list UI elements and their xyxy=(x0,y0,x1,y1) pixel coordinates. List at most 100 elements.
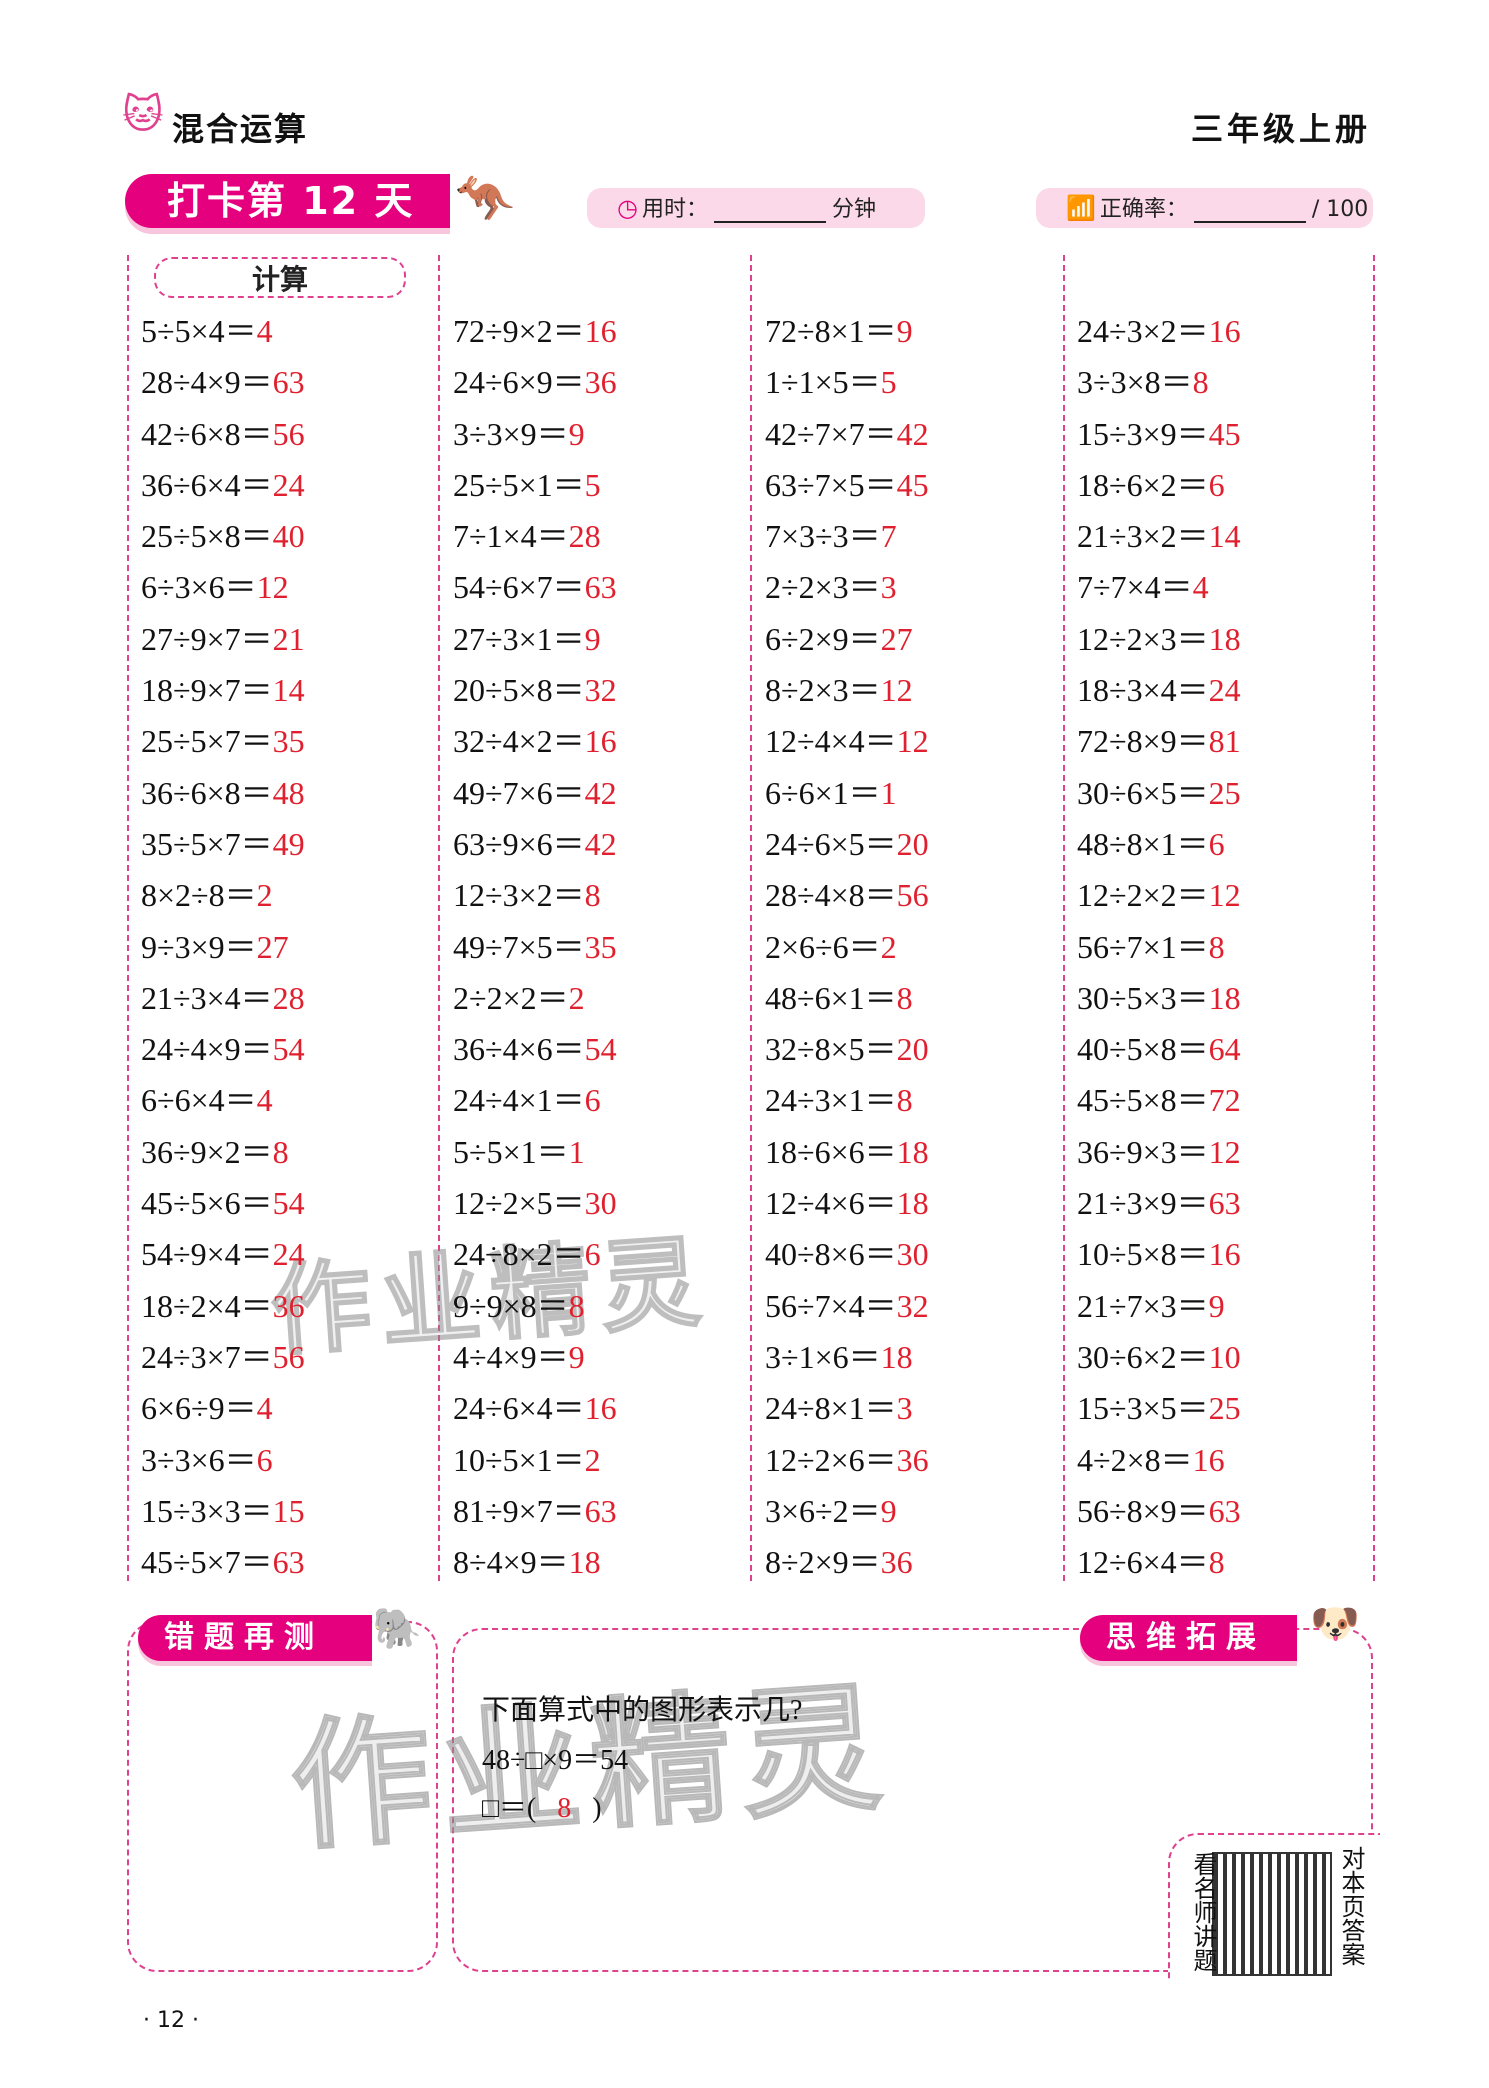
time-blank[interactable] xyxy=(713,197,826,223)
problem-expression: 30÷5×3＝ xyxy=(1077,979,1209,1016)
problem-expression: 25÷5×1＝ xyxy=(453,466,585,503)
problem-answer: 6 xyxy=(1208,825,1225,862)
problem-expression: 56÷7×1＝ xyxy=(1077,928,1209,965)
problem-answer: 5 xyxy=(880,364,897,401)
problem-answer: 81 xyxy=(1208,723,1241,760)
problem-expression: 6×6÷9＝ xyxy=(141,1390,257,1427)
answer-prefix: □＝( xyxy=(482,1793,537,1824)
problem-expression: 40÷5×8＝ xyxy=(1077,1031,1209,1068)
problem-answer: 18 xyxy=(896,1133,929,1170)
problem-expression: 48÷8×1＝ xyxy=(1077,825,1209,862)
day-banner: 打卡第 12 天 xyxy=(125,174,450,228)
problem-row: 27÷3×1＝9 xyxy=(453,616,753,667)
extension-question: 下面算式中的图形表示几? xyxy=(482,1695,803,1726)
extension-answer: 8 xyxy=(557,1793,572,1824)
problem-row: 72÷9×2＝16 xyxy=(453,308,753,359)
problem-expression: 15÷3×9＝ xyxy=(1077,415,1209,452)
problem-row: 42÷6×8＝56 xyxy=(141,411,441,462)
problem-expression: 49÷7×6＝ xyxy=(453,774,585,811)
problem-row: 32÷8×5＝20 xyxy=(765,1026,1065,1077)
problem-expression: 48÷6×1＝ xyxy=(765,979,897,1016)
problem-row: 21÷3×2＝14 xyxy=(1077,513,1377,564)
problem-expression: 9÷3×9＝ xyxy=(141,928,257,965)
problem-row: 36÷9×2＝8 xyxy=(141,1129,441,1180)
problem-row: 6÷6×1＝1 xyxy=(765,770,1065,821)
problem-expression: 15÷3×3＝ xyxy=(141,1492,273,1529)
problem-row: 30÷6×5＝25 xyxy=(1077,770,1377,821)
problem-answer: 9 xyxy=(880,1492,897,1529)
problem-row: 42÷7×7＝42 xyxy=(765,411,1065,462)
problem-column: 5÷5×4＝4 28÷4×9＝63 42÷6×8＝56 36÷6×4＝24 25÷5×8… xyxy=(141,308,441,1590)
problem-answer: 15 xyxy=(272,1492,305,1529)
problem-row: 3÷3×8＝8 xyxy=(1077,359,1377,410)
problem-row: 81÷9×7＝63 xyxy=(453,1488,753,1539)
problem-row: 24÷8×1＝3 xyxy=(765,1385,1065,1436)
problem-expression: 24÷4×9＝ xyxy=(141,1031,273,1068)
problem-answer: 27 xyxy=(880,620,913,657)
problem-row: 2×6÷6＝2 xyxy=(765,924,1065,975)
problem-row: 10÷5×8＝16 xyxy=(1077,1231,1377,1282)
problem-column: 72÷8×1＝9 1÷1×5＝5 42÷7×7＝42 63÷7×5＝45 7×3÷3＝7… xyxy=(765,308,1065,1590)
problem-answer: 9 xyxy=(568,1338,585,1375)
problem-answer: 3 xyxy=(896,1390,913,1427)
divider xyxy=(750,255,752,1581)
problem-row: 12÷2×5＝30 xyxy=(453,1180,753,1231)
divider xyxy=(127,255,129,1581)
problem-expression: 63÷9×6＝ xyxy=(453,825,585,862)
extension-box xyxy=(452,1628,1373,1972)
problem-row: 12÷4×6＝18 xyxy=(765,1180,1065,1231)
problem-row: 56÷8×9＝63 xyxy=(1077,1488,1377,1539)
problem-answer: 12 xyxy=(1208,877,1241,914)
problem-answer: 9 xyxy=(584,620,601,657)
accuracy-label: 正确率： xyxy=(1099,197,1188,222)
problem-expression: 54÷9×4＝ xyxy=(141,1236,273,1273)
problem-answer: 48 xyxy=(272,774,305,811)
problem-row: 24÷4×9＝54 xyxy=(141,1026,441,1077)
problem-row: 28÷4×9＝63 xyxy=(141,359,441,410)
problem-expression: 6÷3×6＝ xyxy=(141,569,257,606)
problem-expression: 36÷9×3＝ xyxy=(1077,1133,1209,1170)
problem-answer: 25 xyxy=(1208,1390,1241,1427)
problem-expression: 36÷6×4＝ xyxy=(141,466,273,503)
problem-expression: 72÷9×2＝ xyxy=(453,313,585,349)
problem-row: 2÷2×3＝3 xyxy=(765,564,1065,615)
problem-row: 8÷4×9＝18 xyxy=(453,1539,753,1590)
extension-tag: 思维拓展 xyxy=(1080,1615,1297,1661)
problem-row: 5÷5×1＝1 xyxy=(453,1129,753,1180)
problem-answer: 18 xyxy=(1208,620,1241,657)
problem-expression: 3÷1×6＝ xyxy=(765,1338,881,1375)
problem-expression: 40÷8×6＝ xyxy=(765,1236,897,1273)
problem-answer: 1 xyxy=(880,774,897,811)
problem-row: 24÷8×2＝6 xyxy=(453,1231,753,1282)
problem-row: 18÷6×6＝18 xyxy=(765,1129,1065,1180)
problem-row: 24÷4×1＝6 xyxy=(453,1077,753,1128)
problem-expression: 56÷7×4＝ xyxy=(765,1287,897,1324)
problem-expression: 12÷2×6＝ xyxy=(765,1441,897,1478)
problem-expression: 24÷6×5＝ xyxy=(765,825,897,862)
problem-row: 36÷6×8＝48 xyxy=(141,770,441,821)
problem-column: 24÷3×2＝16 3÷3×8＝8 15÷3×9＝45 18÷6×2＝6 21÷3×2＝… xyxy=(1077,308,1377,1590)
problem-expression: 3÷3×6＝ xyxy=(141,1441,257,1478)
problem-expression: 6÷6×4＝ xyxy=(141,1082,257,1119)
extension-answer-line: □＝( 8 ) xyxy=(482,1786,602,1826)
problem-row: 6÷3×6＝12 xyxy=(141,564,441,615)
problem-row: 18÷3×4＝24 xyxy=(1077,667,1377,718)
problem-row: 36÷6×4＝24 xyxy=(141,462,441,513)
problem-row: 6÷6×4＝4 xyxy=(141,1077,441,1128)
divider xyxy=(438,255,440,1581)
problem-answer: 12 xyxy=(880,672,913,709)
problem-answer: 63 xyxy=(272,364,305,401)
problem-row: 12÷3×2＝8 xyxy=(453,872,753,923)
accuracy-blank[interactable] xyxy=(1193,197,1306,223)
problem-expression: 1÷1×5＝ xyxy=(765,364,881,401)
problem-answer: 36 xyxy=(584,364,617,401)
problem-answer: 1 xyxy=(568,1133,585,1170)
problem-row: 15÷3×3＝15 xyxy=(141,1488,441,1539)
problem-answer: 8 xyxy=(896,1082,913,1119)
qr-code[interactable] xyxy=(1212,1852,1332,1976)
problem-expression: 7÷1×4＝ xyxy=(453,518,569,555)
problem-expression: 6÷6×1＝ xyxy=(765,774,881,811)
problem-answer: 30 xyxy=(896,1236,929,1273)
problem-row: 48÷8×1＝6 xyxy=(1077,821,1377,872)
problem-answer: 63 xyxy=(272,1544,305,1581)
